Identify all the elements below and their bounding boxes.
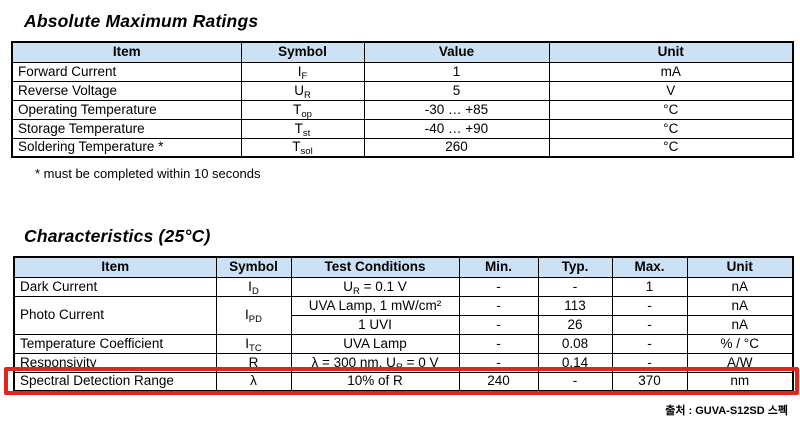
unit-cell: % / °C <box>686 333 794 354</box>
value-cell: 5 <box>363 80 550 101</box>
max-cell: - <box>611 314 688 335</box>
column-header-min: Min. <box>458 256 539 278</box>
item-cell: Dark Current <box>13 276 217 297</box>
typ-cell: 113 <box>537 295 613 316</box>
max-cell: 370 <box>611 371 688 392</box>
test-conditions-cell: UVA Lamp, 1 mW/cm² <box>290 295 460 316</box>
item-cell: Spectral Detection Range <box>13 371 217 392</box>
unit-cell: °C <box>548 118 794 139</box>
column-header-test-conditions: Test Conditions <box>290 256 460 278</box>
typ-cell: 26 <box>537 314 613 335</box>
symbol-cell: IF <box>240 61 365 82</box>
max-cell: - <box>611 352 688 373</box>
table-row: Reverse Voltage UR 5 V <box>11 80 794 101</box>
min-cell: - <box>458 333 539 354</box>
symbol-cell: UR <box>240 80 365 101</box>
table-row-dark-current: Dark Current ID UR = 0.1 V - - 1 nA <box>13 276 794 297</box>
item-cell: Forward Current <box>11 61 242 82</box>
table-row-spectral-detection-range: Spectral Detection Range λ 10% of R 240 … <box>13 371 794 392</box>
column-header-symbol: Symbol <box>215 256 292 278</box>
typ-cell: - <box>537 371 613 392</box>
test-conditions-cell: UR = 0.1 V <box>290 276 460 297</box>
max-cell: 1 <box>611 276 688 297</box>
value-cell: -40 … +90 <box>363 118 550 139</box>
max-cell: - <box>611 333 688 354</box>
table-footnote: * must be completed within 10 seconds <box>35 166 261 181</box>
symbol-cell: ID <box>215 276 292 297</box>
symbol-cell: ITC <box>215 333 292 354</box>
table-row: Storage Temperature Tst -40 … +90 °C <box>11 118 794 139</box>
unit-cell: nA <box>686 295 794 316</box>
test-conditions-cell: λ = 300 nm, UR = 0 V <box>290 352 460 373</box>
unit-cell: V <box>548 80 794 101</box>
test-conditions-cell: 10% of R <box>290 371 460 392</box>
absolute-maximum-ratings-table: Item Symbol Value Unit Forward Current I… <box>11 41 794 158</box>
test-conditions-cell: 1 UVI <box>290 314 460 335</box>
item-cell: Temperature Coefficient <box>13 333 217 354</box>
min-cell: 240 <box>458 371 539 392</box>
column-header-unit: Unit <box>548 41 794 63</box>
column-header-symbol: Symbol <box>240 41 365 63</box>
table-header-row: Item Symbol Value Unit <box>11 41 794 63</box>
symbol-cell: Top <box>240 99 365 120</box>
item-cell: Reverse Voltage <box>11 80 242 101</box>
symbol-cell: Tst <box>240 118 365 139</box>
characteristics-table: Item Symbol Test Conditions Min. Typ. Ma… <box>13 256 794 392</box>
value-cell: 1 <box>363 61 550 82</box>
column-header-item: Item <box>13 256 217 278</box>
table-row-responsivity: Responsivity R λ = 300 nm, UR = 0 V - 0.… <box>13 352 794 373</box>
table-header-row: Item Symbol Test Conditions Min. Typ. Ma… <box>13 256 794 278</box>
min-cell: - <box>458 295 539 316</box>
typ-cell: 0.08 <box>537 333 613 354</box>
symbol-cell: IPD <box>215 295 292 335</box>
item-cell: Storage Temperature <box>11 118 242 139</box>
table-row: Forward Current IF 1 mA <box>11 61 794 82</box>
unit-cell: nm <box>686 371 794 392</box>
column-header-item: Item <box>11 41 242 63</box>
table-row: Operating Temperature Top -30 … +85 °C <box>11 99 794 120</box>
column-header-max: Max. <box>611 256 688 278</box>
table-row-temperature-coefficient: Temperature Coefficient ITC UVA Lamp - 0… <box>13 333 794 354</box>
section-title-characteristics: Characteristics (25°C) <box>24 226 211 246</box>
table-row: Soldering Temperature * Tsol 260 °C <box>11 137 794 158</box>
unit-cell: nA <box>686 314 794 335</box>
value-cell: 260 <box>363 137 550 158</box>
unit-cell: °C <box>548 137 794 158</box>
characteristics-table-wrapper: Item Symbol Test Conditions Min. Typ. Ma… <box>4 256 799 395</box>
min-cell: - <box>458 352 539 373</box>
column-header-unit: Unit <box>686 256 794 278</box>
unit-cell: mA <box>548 61 794 82</box>
symbol-cell: Tsol <box>240 137 365 158</box>
table-row-photo-current-1: Photo Current IPD UVA Lamp, 1 mW/cm² - 1… <box>13 295 794 335</box>
symbol-cell: R <box>215 352 292 373</box>
item-cell: Photo Current <box>13 295 217 335</box>
typ-cell: 0.14 <box>537 352 613 373</box>
min-cell: - <box>458 314 539 335</box>
test-conditions-cell: UVA Lamp <box>290 333 460 354</box>
unit-cell: °C <box>548 99 794 120</box>
unit-cell: A/W <box>686 352 794 373</box>
column-header-typ: Typ. <box>537 256 613 278</box>
column-header-value: Value <box>363 41 550 63</box>
value-cell: -30 … +85 <box>363 99 550 120</box>
symbol-cell: λ <box>215 371 292 392</box>
item-cell: Operating Temperature <box>11 99 242 120</box>
typ-cell: - <box>537 276 613 297</box>
min-cell: - <box>458 276 539 297</box>
item-cell: Soldering Temperature * <box>11 137 242 158</box>
max-cell: - <box>611 295 688 316</box>
section-title-absolute-maximum-ratings: Absolute Maximum Ratings <box>24 11 259 31</box>
source-caption: 출처 : GUVA-S12SD 스펙 <box>665 405 788 417</box>
item-cell: Responsivity <box>13 352 217 373</box>
unit-cell: nA <box>686 276 794 297</box>
